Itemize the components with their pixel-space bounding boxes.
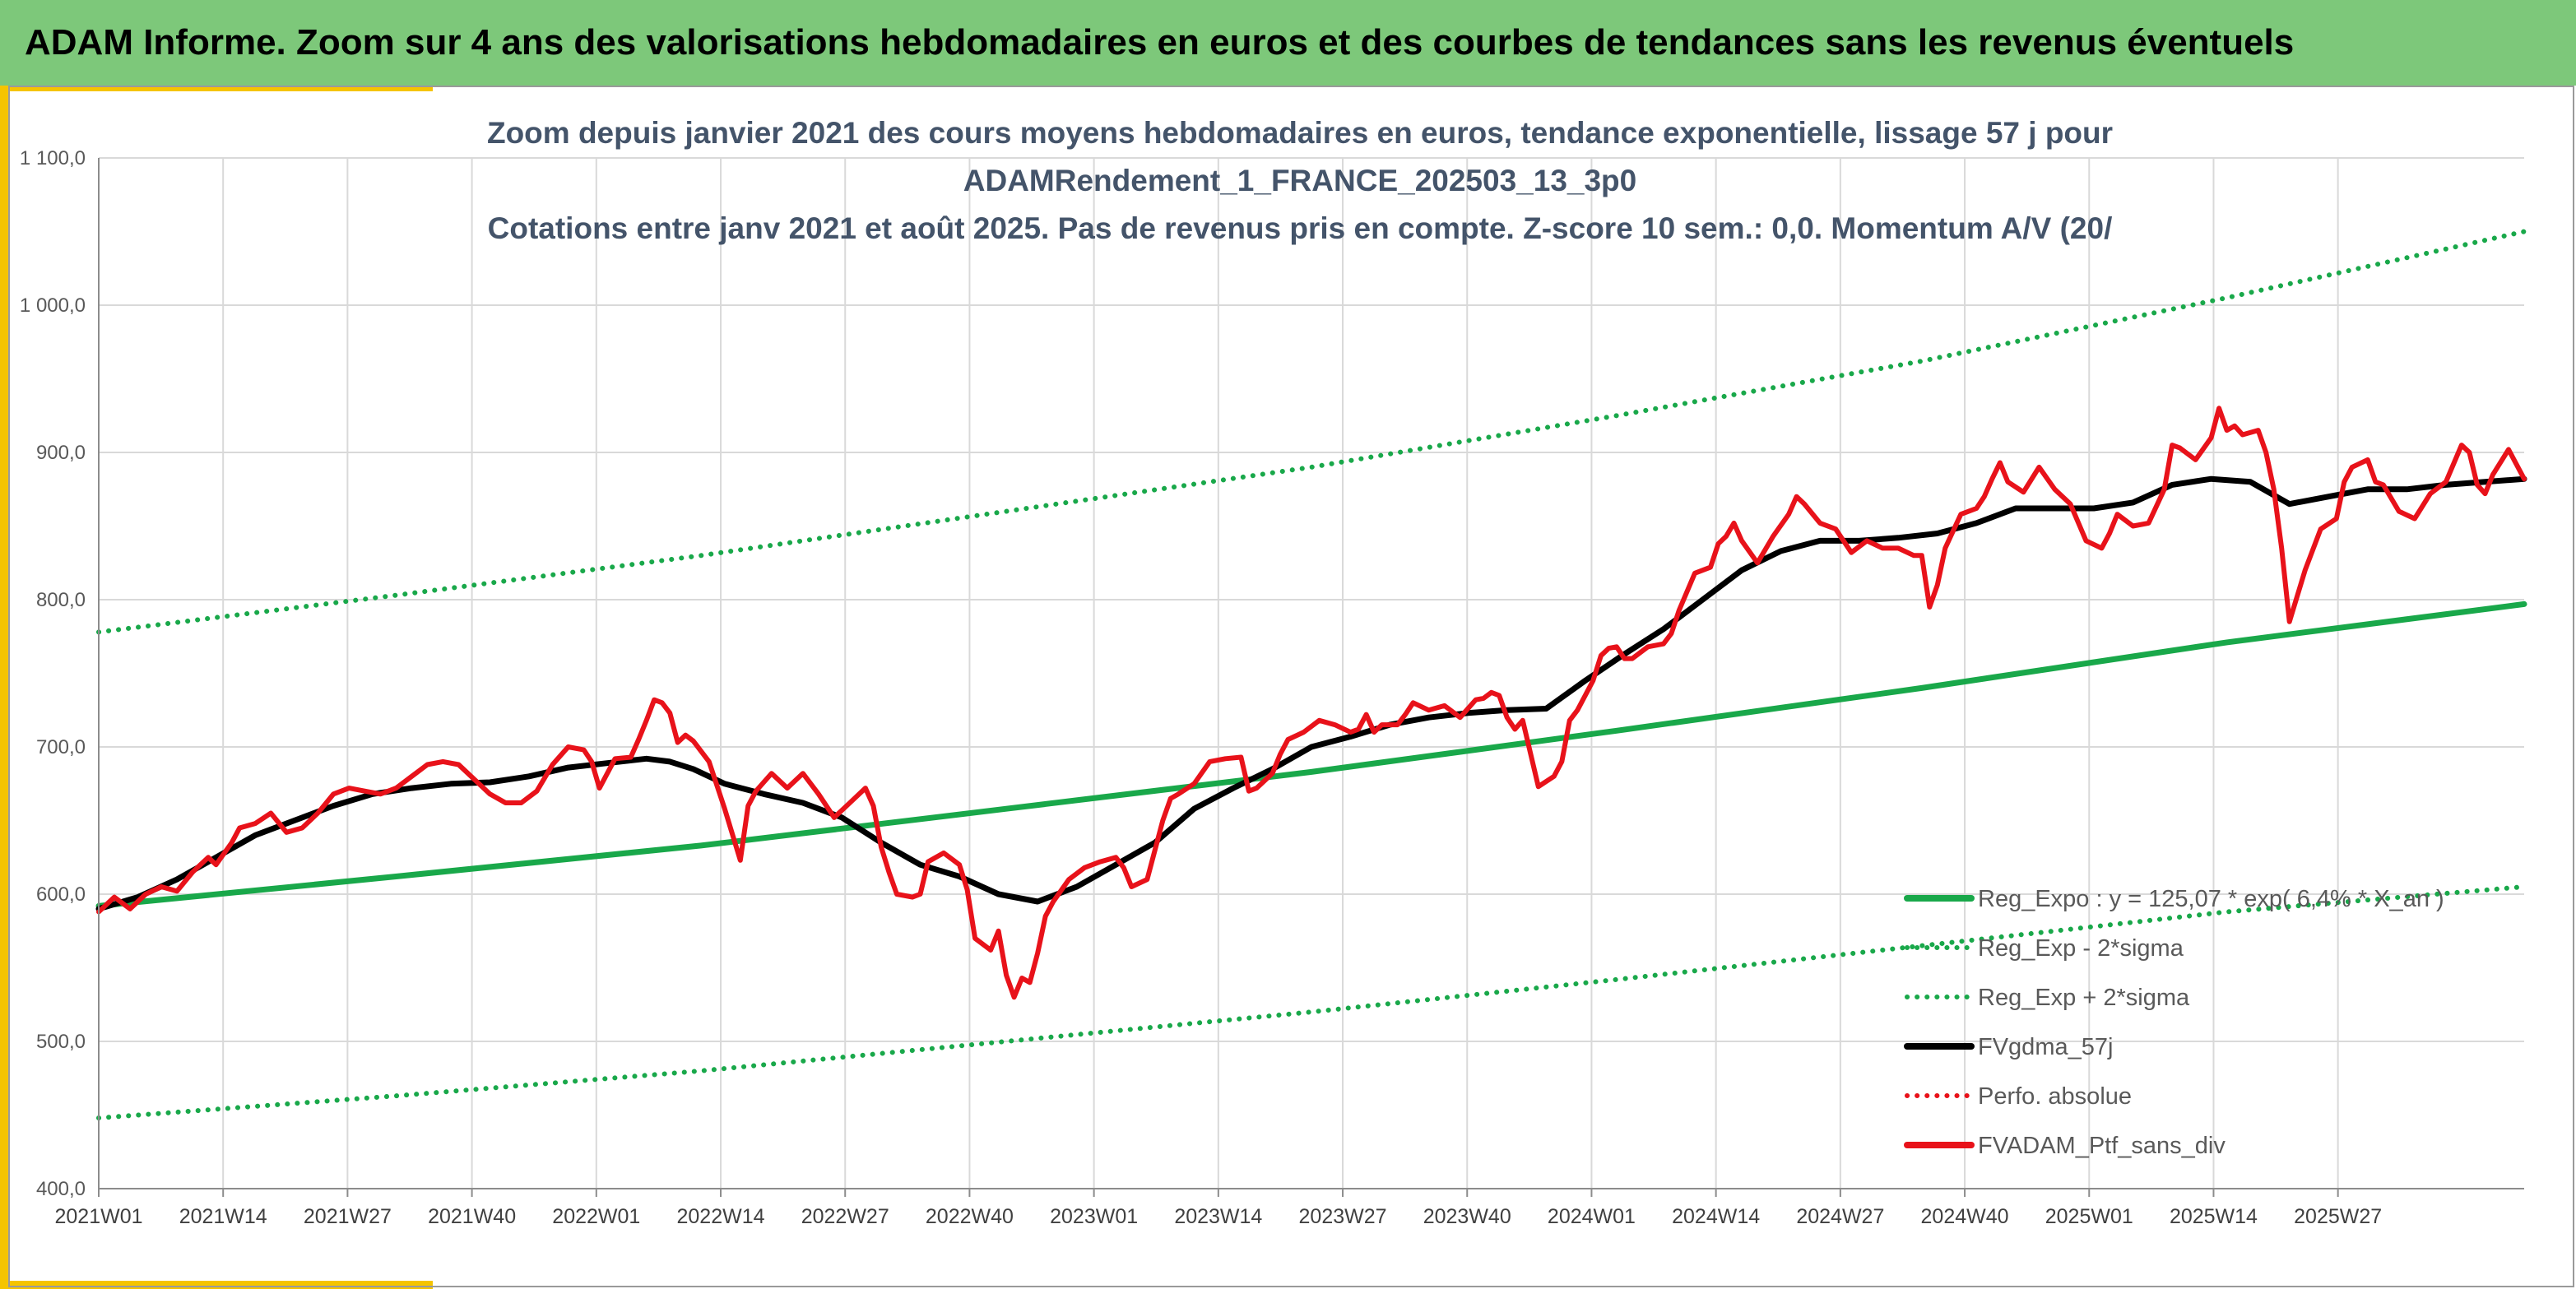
series-line-reg-exp-2-sigma	[96, 229, 2527, 635]
x-tick-label: 2022W14	[677, 1205, 765, 1228]
legend-label: Reg_Exp - 2*sigma	[1978, 935, 2184, 962]
legend: Reg_Expo : y = 125,07 * exp( 6,4% * X_an…	[1904, 886, 2444, 1159]
legend-label: Reg_Exp + 2*sigma	[1978, 985, 2190, 1011]
legend-label: FVADAM_Ptf_sans_div	[1978, 1133, 2226, 1159]
accent-bar-bottom	[8, 1281, 433, 1289]
x-tick-label: 2025W14	[2170, 1205, 2258, 1228]
x-tick-label: 2025W27	[2294, 1205, 2382, 1228]
series-line-reg-exp-2-sigma	[96, 884, 2527, 1121]
report-banner: ADAM Informe. Zoom sur 4 ans des valoris…	[0, 0, 2576, 86]
x-tick-label: 2022W01	[552, 1205, 640, 1228]
x-tick-label: 2022W40	[926, 1205, 1014, 1228]
series-line-fvadam-ptf-sans-div	[96, 406, 2527, 1000]
x-tick-label: 2021W27	[304, 1205, 392, 1228]
legend-label: FVgdma_57j	[1978, 1034, 2113, 1060]
series-layer	[95, 229, 2527, 1121]
chart-title: Zoom depuis janvier 2021 des cours moyen…	[487, 116, 2113, 245]
series-line-reg-expo-y-125-07-exp-6-4-x-an	[95, 600, 2527, 909]
x-tick-label: 2024W27	[1796, 1205, 1884, 1228]
y-tick-label: 800,0	[36, 589, 86, 611]
y-tick-label: 1 000,0	[20, 294, 86, 317]
accent-bar-top	[8, 86, 433, 91]
chart-title-line: Cotations entre janv 2021 et août 2025. …	[488, 211, 2113, 245]
chart-title-line: Zoom depuis janvier 2021 des cours moyen…	[487, 116, 2113, 150]
x-tick-label: 2023W14	[1174, 1205, 1262, 1228]
grid	[98, 157, 2524, 1189]
legend-label: Perfo. absolue	[1978, 1083, 2132, 1110]
legend-entry: Reg_Exp + 2*sigma	[1905, 985, 2190, 1011]
axes: 400,0 500,0 600,0 700,0 800,0 900,0 1 000,0 1 1…	[20, 147, 2524, 1228]
legend-entry: Perfo. absolue	[1905, 1083, 2132, 1110]
y-tick-label: 500,0	[36, 1031, 86, 1053]
x-tick-label: 2024W14	[1672, 1205, 1760, 1228]
series-line-fvgdma-57j	[95, 475, 2527, 912]
x-tick-label: 2021W14	[179, 1205, 267, 1228]
legend-entry: Reg_Expo : y = 125,07 * exp( 6,4% * X_an…	[1904, 886, 2444, 912]
report-title: ADAM Informe. Zoom sur 4 ans des valoris…	[25, 22, 2295, 63]
x-tick-label: 2024W40	[1921, 1205, 2009, 1228]
x-tick-label: 2022W27	[801, 1205, 889, 1228]
chart-title-line: ADAMRendement_1_FRANCE_202503_13_3p0	[963, 164, 1636, 197]
y-tick-label: 600,0	[36, 883, 86, 906]
y-tick-label: 400,0	[36, 1178, 86, 1200]
y-tick-label: 1 100,0	[20, 147, 86, 169]
legend-label: Reg_Expo : y = 125,07 * exp( 6,4% * X_an…	[1978, 886, 2444, 912]
y-tick-label: 700,0	[36, 736, 86, 758]
x-tick-label: 2021W01	[54, 1205, 142, 1228]
x-tick-label: 2025W01	[2045, 1205, 2133, 1228]
y-tick-label: 900,0	[36, 442, 86, 464]
legend-entry: FVADAM_Ptf_sans_div	[1904, 1133, 2226, 1159]
chart-frame	[8, 86, 2574, 1287]
legend-entry: Reg_Exp - 2*sigma	[1905, 935, 2184, 962]
x-tick-label: 2024W01	[1548, 1205, 1636, 1228]
accent-bar-left	[0, 86, 8, 1289]
x-tick-label: 2021W40	[428, 1205, 516, 1228]
x-tick-label: 2023W40	[1423, 1205, 1511, 1228]
x-tick-label: 2023W27	[1299, 1205, 1387, 1228]
x-tick-label: 2023W01	[1050, 1205, 1138, 1228]
legend-entry: FVgdma_57j	[1904, 1034, 2113, 1060]
